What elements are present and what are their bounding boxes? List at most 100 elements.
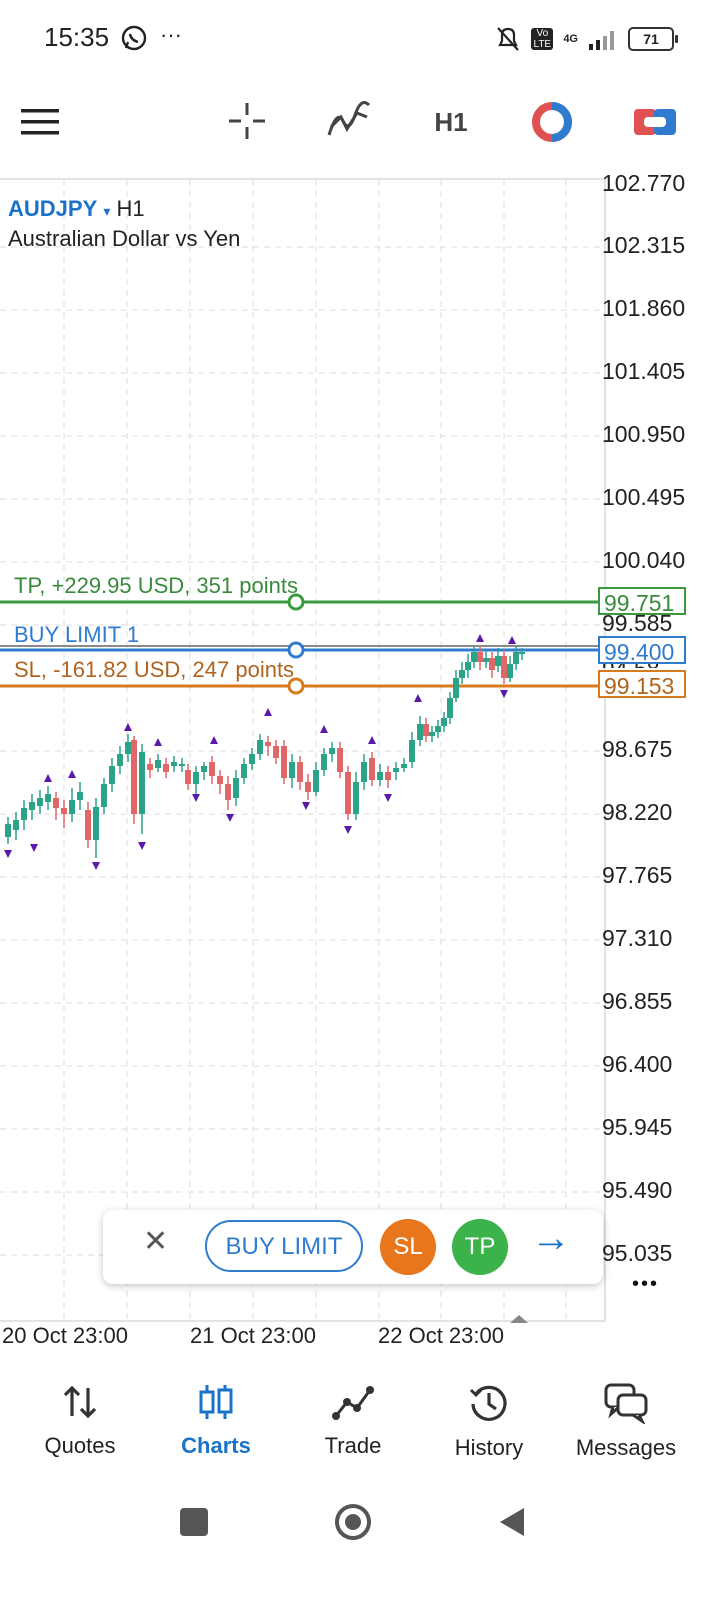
more-notifications-icon: ··· (160, 22, 182, 47)
timeframe-button[interactable]: H1 (434, 106, 468, 137)
volte-badge: Vo LTE (531, 28, 554, 50)
order-panel: ✕ BUY LIMIT SL TP → (103, 1210, 603, 1284)
nav-label: Trade (324, 1433, 382, 1458)
chart-more-button[interactable]: ••• (632, 1273, 660, 1295)
recent-apps-button[interactable] (180, 1508, 208, 1536)
indicators-icon (327, 101, 371, 136)
nav-trade[interactable]: Trade (283, 1382, 423, 1459)
candle-body (495, 656, 501, 666)
candle-body (273, 746, 279, 758)
candle-body (249, 754, 255, 764)
crosshair-button[interactable] (226, 100, 268, 142)
candle-body (489, 658, 495, 670)
fractal-down-marker (4, 850, 12, 858)
history-clock-icon (469, 1385, 507, 1421)
chart-area[interactable] (0, 178, 606, 1322)
candle-body (337, 748, 343, 772)
candle-body (125, 742, 131, 754)
menu-button[interactable] (20, 104, 60, 140)
symbol-header[interactable]: AUDJPY ▾ H1 (8, 196, 145, 222)
candle-body (321, 754, 327, 770)
fractal-up-marker (368, 736, 376, 744)
nav-charts[interactable]: Charts (146, 1382, 286, 1459)
quotes-arrows-icon (63, 1385, 97, 1419)
fractal-up-marker (264, 708, 272, 716)
candle-body (513, 652, 519, 664)
fractal-up-marker (320, 725, 328, 733)
messages-icon (604, 1383, 648, 1426)
buy-limit-price-box: 99.400 (598, 636, 686, 665)
network-label: 4G (563, 32, 578, 45)
symbol-description: Australian Dollar vs Yen (8, 226, 241, 251)
candle-body (289, 762, 295, 778)
candle-body (435, 726, 441, 732)
nav-history[interactable]: History (419, 1382, 559, 1461)
chart-canvas[interactable] (0, 180, 604, 1320)
candle-body (369, 758, 375, 780)
candle-body (163, 764, 169, 772)
symbol-dropdown-icon[interactable]: ▾ (103, 203, 111, 219)
candle-body (201, 766, 207, 772)
one-click-trading-button[interactable] (634, 106, 676, 138)
candle-body (423, 724, 429, 736)
price-axis-label: 102.770 (602, 170, 686, 196)
nav-quotes[interactable]: Quotes (10, 1382, 150, 1459)
price-axis-label: 96.855 (602, 988, 673, 1014)
scroll-handle-icon[interactable] (508, 1310, 530, 1328)
back-button[interactable] (498, 1506, 526, 1543)
sl-button[interactable]: SL (380, 1219, 436, 1275)
date-label: 22 Oct 23:00 (378, 1323, 504, 1348)
candle-body (101, 784, 107, 807)
candle-body (5, 824, 11, 837)
one-click-trade-icon (634, 109, 676, 135)
candle-body (233, 778, 239, 798)
fractal-up-marker (44, 774, 52, 782)
home-button[interactable] (334, 1503, 372, 1546)
buy-limit-button[interactable]: BUY LIMIT (205, 1220, 363, 1272)
nav-label: Quotes (44, 1433, 116, 1458)
candle-body (519, 652, 525, 654)
price-axis-label: 100.495 (602, 484, 686, 510)
candle-body (179, 764, 185, 766)
fractal-down-marker (500, 690, 508, 698)
price-axis-label: 97.310 (602, 925, 673, 951)
back-triangle-icon (500, 1508, 524, 1536)
sl-line-handle[interactable] (287, 677, 305, 695)
home-circle-icon (335, 1504, 371, 1540)
symbol-name[interactable]: AUDJPY (8, 196, 98, 221)
color-wheel-icon (532, 102, 572, 142)
candle-body (147, 764, 153, 770)
fractal-up-marker (414, 694, 422, 702)
candle-body (501, 656, 507, 678)
candle-body (361, 762, 367, 782)
tp-price-box: 99.751 (598, 587, 686, 616)
status-time: 15:35 (44, 22, 110, 52)
theme-button[interactable] (530, 100, 574, 144)
fractal-down-marker (384, 794, 392, 802)
candle-body (265, 742, 271, 746)
candle-body (385, 772, 391, 780)
candle-body (77, 792, 83, 800)
indicators-button[interactable] (326, 100, 372, 142)
candle-body (281, 746, 287, 778)
candle-body (477, 652, 483, 662)
candle-body (353, 782, 359, 814)
price-axis-label: 97.765 (602, 862, 673, 888)
tp-button[interactable]: TP (452, 1219, 508, 1275)
price-axis-label: 95.490 (602, 1177, 673, 1203)
close-icon[interactable]: ✕ (143, 1225, 169, 1258)
symbol-timeframe: H1 (116, 196, 145, 221)
candle-body (109, 766, 115, 784)
tp-line-handle[interactable] (287, 593, 305, 611)
price-axis-label: 102.315 (602, 232, 686, 258)
nav-messages[interactable]: Messages (556, 1382, 696, 1461)
candle-body (329, 748, 335, 754)
tp-line-label: TP, +229.95 USD, 351 points (14, 573, 298, 598)
candle-body (209, 762, 215, 776)
candle-body (193, 772, 199, 784)
confirm-arrow-icon[interactable]: → (531, 1216, 571, 1260)
candle-body (13, 820, 19, 830)
buy-limit-line-handle[interactable] (287, 641, 305, 659)
price-axis-label: 96.400 (602, 1051, 673, 1077)
candle-body (225, 784, 231, 800)
